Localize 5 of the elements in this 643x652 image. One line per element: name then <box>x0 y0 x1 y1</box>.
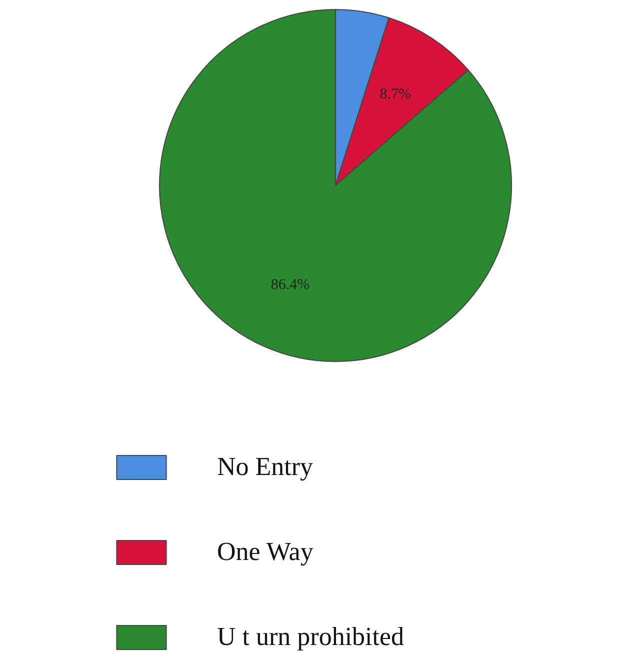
legend-label: U t urn prohibited <box>217 622 404 652</box>
legend-label: No Entry <box>217 452 314 482</box>
data-label: 8.7% <box>380 86 412 102</box>
legend-label: One Way <box>217 537 314 567</box>
data-label: 86.4% <box>270 276 310 293</box>
